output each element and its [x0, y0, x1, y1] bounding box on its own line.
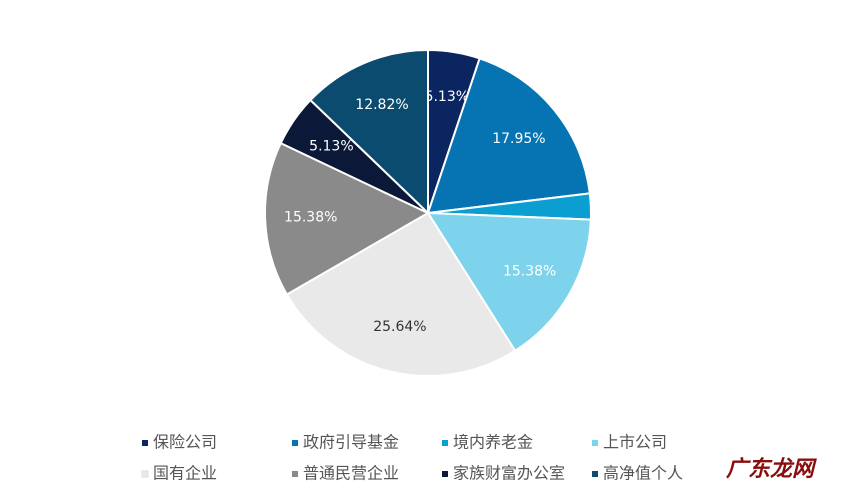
watermark: 广东龙网 — [726, 456, 817, 482]
legend-swatch — [592, 440, 598, 446]
legend-swatch — [142, 440, 148, 446]
legend-label: 上市公司 — [603, 433, 667, 452]
pie-slice — [264, 141, 431, 296]
legend-swatch — [141, 470, 149, 478]
legend-swatch — [442, 471, 448, 477]
legend-swatch — [292, 440, 298, 446]
value-label: 12.82% — [355, 97, 408, 113]
pie-slice — [426, 57, 591, 215]
pie-slice — [426, 211, 592, 353]
legend-swatch — [292, 471, 298, 477]
legend-label: 政府引导基金 — [303, 433, 399, 452]
legend-label: 普通民营企业 — [303, 464, 399, 483]
legend-label: 国有企业 — [153, 464, 217, 483]
legend-label: 家族财富办公室 — [453, 464, 565, 483]
pie-slice — [309, 48, 429, 216]
pie-slice — [285, 211, 517, 377]
value-label: 17.95% — [492, 131, 545, 147]
legend-swatch — [442, 440, 448, 446]
legend-label: 保险公司 — [153, 433, 217, 452]
value-label: 5.13% — [309, 138, 353, 154]
legend-swatch — [592, 471, 598, 477]
value-label: 15.38% — [284, 210, 337, 226]
legend-label: 高净值个人 — [603, 464, 683, 483]
legend-label: 境内养老金 — [453, 433, 533, 452]
value-label: 15.38% — [503, 264, 556, 280]
value-label: 25.64% — [373, 319, 426, 335]
value-label: 5.13% — [425, 89, 469, 105]
